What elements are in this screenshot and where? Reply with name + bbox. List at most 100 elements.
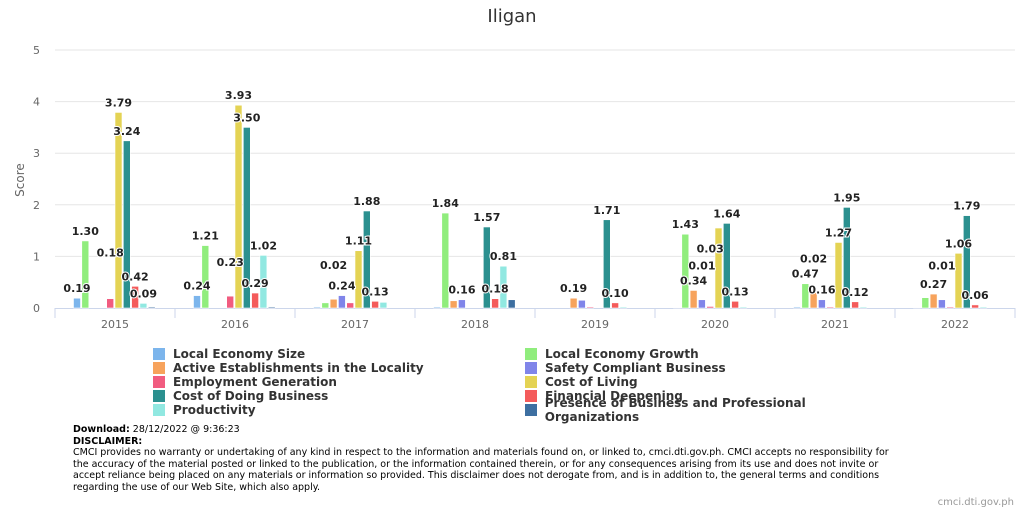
bar <box>106 298 114 309</box>
bar <box>602 219 611 309</box>
legend-swatch <box>525 404 537 416</box>
legend-label: Safety Compliant Business <box>545 361 726 375</box>
bar <box>731 300 739 309</box>
disclaimer-text: CMCI provides no warranty or undertaking… <box>73 447 889 493</box>
download-label: Download: <box>73 424 130 435</box>
y-tick-label: 0 <box>33 302 40 315</box>
legend-swatch <box>525 390 537 402</box>
legend-label: Productivity <box>173 403 256 417</box>
legend-item[interactable]: Presence of Business and Professional Or… <box>525 396 897 424</box>
bar <box>131 286 139 309</box>
x-tick-label: 2020 <box>701 318 729 331</box>
bar <box>482 226 491 309</box>
bar <box>201 245 210 309</box>
y-tick-label: 4 <box>33 96 40 109</box>
bar <box>929 293 938 309</box>
legend-item[interactable]: Productivity <box>153 403 525 417</box>
data-label: 1.88 <box>353 195 380 208</box>
bar <box>706 306 715 309</box>
data-label: 1.79 <box>953 200 980 213</box>
legend-label: Local Economy Size <box>173 347 306 361</box>
bar <box>81 240 90 309</box>
data-label: 0.13 <box>362 285 389 298</box>
legend-item[interactable]: Cost of Doing Business <box>153 389 525 403</box>
data-label: 0.81 <box>490 250 517 263</box>
data-label: 0.16 <box>808 284 835 297</box>
bar-chart: 0 1 2 3 4 5 Score 2015 2016 2017 2018 2019 2020 2021 2… <box>13 44 1016 331</box>
legend-swatch <box>153 404 165 416</box>
x-tick-label: 2022 <box>941 318 969 331</box>
data-label: 0.18 <box>97 247 124 260</box>
bar <box>971 304 979 309</box>
x-tick-label: 2019 <box>581 318 609 331</box>
bar <box>321 302 330 309</box>
bar <box>818 299 826 309</box>
bar <box>507 299 516 309</box>
data-label: 1.95 <box>833 191 860 204</box>
legend-item[interactable]: Local Economy Size <box>153 347 525 361</box>
legend-swatch <box>525 348 537 360</box>
data-label: 0.12 <box>842 286 869 299</box>
data-label: 0.19 <box>63 282 90 295</box>
data-label: 0.42 <box>122 270 149 283</box>
download-timestamp: 28/12/2022 @ 9:36:23 <box>132 424 240 435</box>
data-label: 0.01 <box>928 260 955 273</box>
legend-swatch <box>153 348 165 360</box>
bar <box>243 127 251 309</box>
legend-label: Cost of Doing Business <box>173 389 329 403</box>
bar <box>449 300 458 309</box>
chart-title: Iligan <box>487 6 537 27</box>
data-label: 0.34 <box>680 274 707 287</box>
legend: Local Economy Size Local Economy Growth Ac… <box>153 347 913 424</box>
data-label: 0.16 <box>448 284 475 297</box>
bar <box>139 303 148 309</box>
bar <box>826 306 835 309</box>
data-label: 0.02 <box>800 253 827 266</box>
bar <box>739 306 748 309</box>
data-label: 1.43 <box>672 218 699 231</box>
data-label: 0.09 <box>130 287 157 300</box>
bar <box>123 140 131 309</box>
legend-item[interactable]: Cost of Living <box>525 375 897 389</box>
data-label: 3.50 <box>233 111 260 124</box>
bar <box>689 290 698 309</box>
x-tick-label: 2016 <box>221 318 249 331</box>
legend-label: Cost of Living <box>545 375 638 389</box>
y-tick-label: 1 <box>33 250 40 263</box>
data-label: 3.93 <box>225 89 252 102</box>
bar <box>619 306 628 309</box>
y-tick-label: 5 <box>33 44 40 57</box>
data-label: 1.02 <box>250 239 277 252</box>
data-label: 1.71 <box>593 204 620 217</box>
bar <box>569 297 578 309</box>
bar <box>313 306 321 309</box>
legend-swatch <box>153 362 165 374</box>
legend-item[interactable]: Local Economy Growth <box>525 347 897 361</box>
bar <box>267 306 276 309</box>
legend-item[interactable]: Employment Generation <box>153 375 525 389</box>
bar <box>371 300 379 309</box>
x-tick-label: 2018 <box>461 318 489 331</box>
legend-item[interactable]: Financial Deepening <box>525 389 897 403</box>
bar <box>673 307 681 309</box>
y-tick-label: 3 <box>33 147 40 160</box>
bar <box>611 302 619 309</box>
bar <box>234 104 243 309</box>
bar <box>834 242 843 309</box>
data-label: 0.06 <box>962 289 989 302</box>
bar <box>147 306 156 309</box>
data-label: 0.02 <box>320 259 347 272</box>
credit-link[interactable]: cmci.dti.gov.ph <box>937 497 1014 508</box>
bar <box>979 306 988 309</box>
legend-item[interactable]: Active Establishments in the Locality <box>153 361 525 375</box>
data-label: 1.11 <box>345 235 372 248</box>
footer: Download: 28/12/2022 @ 9:36:23 DISCLAIME… <box>73 424 903 493</box>
bar <box>114 112 123 309</box>
disclaimer-title: DISCLAIMER: <box>73 435 143 447</box>
data-label: 0.27 <box>920 278 947 291</box>
data-label: 0.47 <box>792 268 819 281</box>
bar <box>346 302 355 309</box>
legend-item[interactable]: Safety Compliant Business <box>525 361 897 375</box>
x-tick-label: 2015 <box>101 318 129 331</box>
bar <box>938 299 946 309</box>
